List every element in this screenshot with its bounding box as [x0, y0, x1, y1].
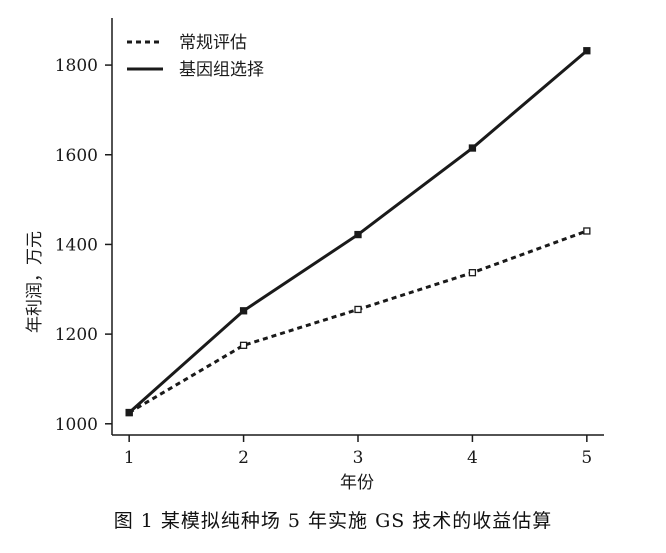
- axes: [111, 18, 604, 436]
- x-tick-label-1: 1: [124, 448, 135, 468]
- y-tick-label-4: 1600: [55, 146, 98, 166]
- legend-label-2: 基因组选择: [179, 60, 264, 80]
- series-2-point-2: [239, 307, 248, 315]
- figure-caption: 图 1 某模拟纯种场 5 年实施 GS 技术的收益估算: [113, 510, 553, 532]
- y-tick-label-1: 1000: [55, 415, 98, 435]
- series-2-point-5: [583, 47, 591, 55]
- y-tick-label-3: 1400: [55, 235, 98, 255]
- y-tick-label-5: 1800: [55, 56, 98, 76]
- x-tick-label-3: 3: [353, 448, 364, 468]
- series-1-point-5: [583, 227, 591, 235]
- x-tick-label-4: 4: [467, 448, 478, 468]
- series-1-point-2: [239, 341, 248, 349]
- series-1-line: [128, 229, 588, 414]
- series-layer: [125, 47, 591, 417]
- series-1-point-4: [468, 269, 477, 277]
- x-axis-label: 年份: [340, 473, 374, 493]
- ticks: 1 2 3 4 5 1000 1200 1400 1600 1800: [55, 56, 593, 468]
- series-1-point-3: [354, 305, 362, 314]
- y-axis-label: 年利润，万元: [25, 231, 45, 333]
- x-tick-label-2: 2: [238, 448, 249, 468]
- series-2-point-4: [468, 144, 477, 152]
- x-tick-label-5: 5: [581, 448, 592, 468]
- series-2-point-1: [125, 408, 133, 417]
- legend-label-1: 常规评估: [179, 33, 247, 53]
- y-tick-label-2: 1200: [55, 325, 98, 345]
- series-2-point-3: [354, 230, 362, 239]
